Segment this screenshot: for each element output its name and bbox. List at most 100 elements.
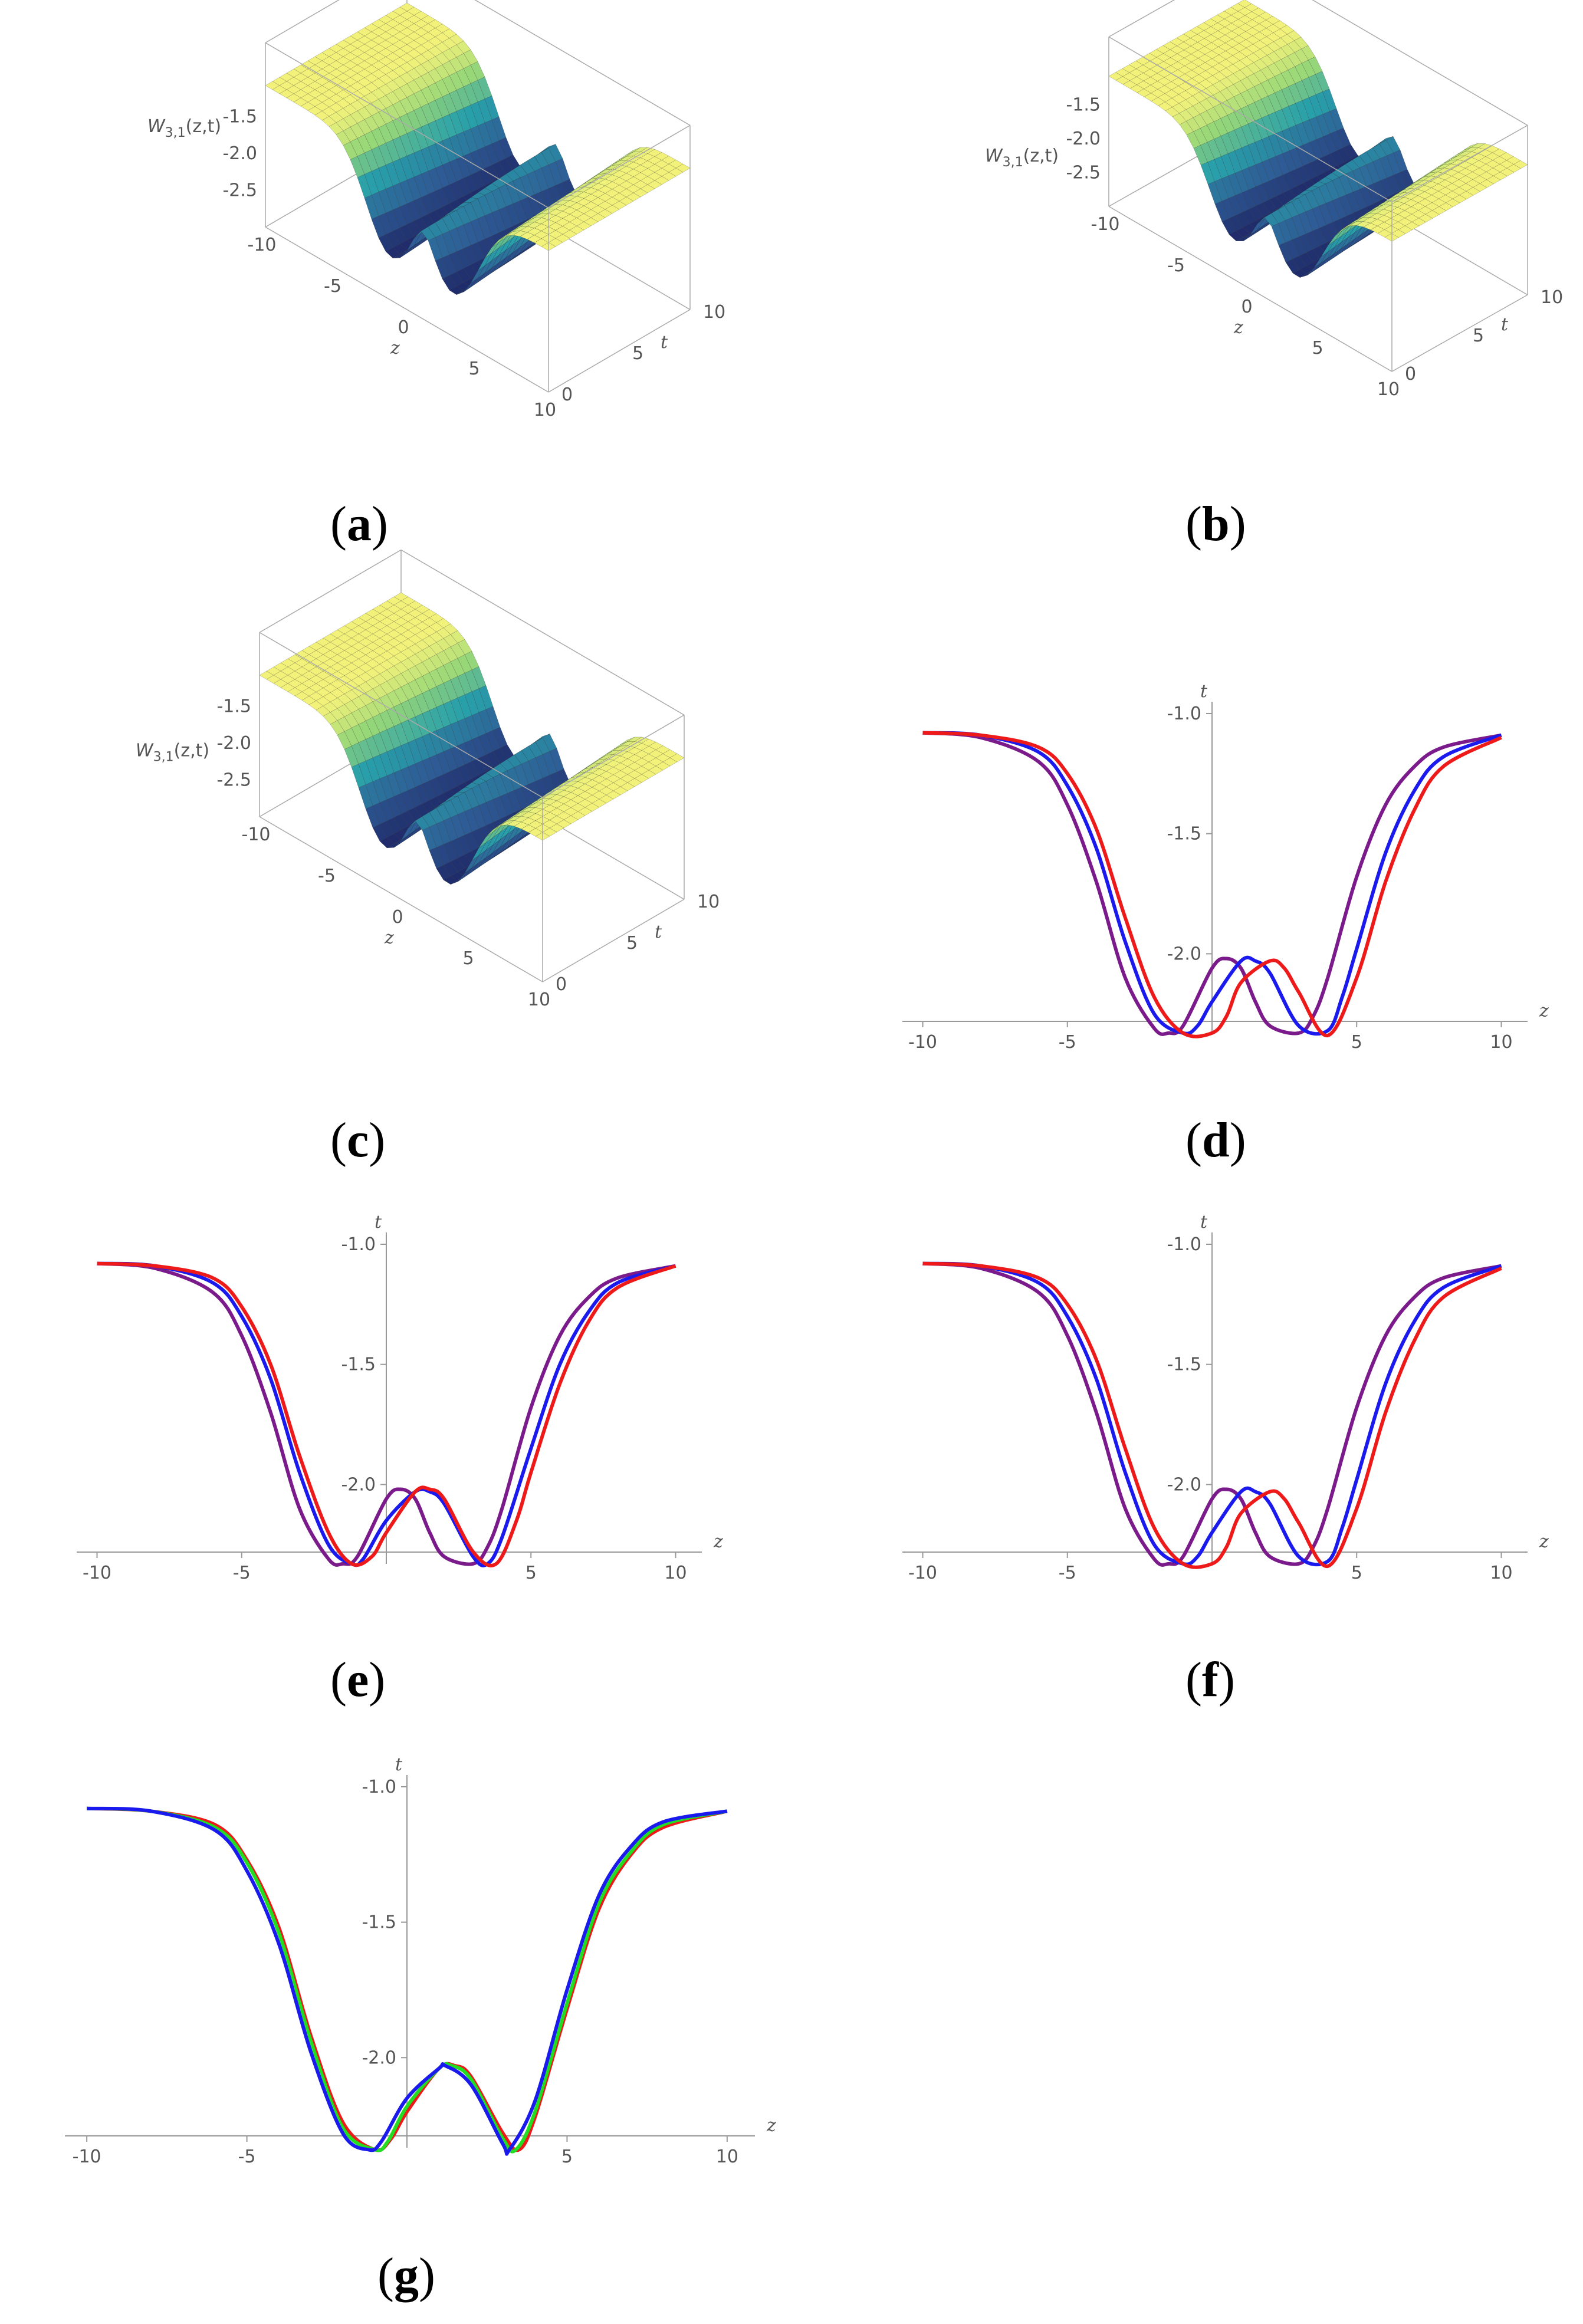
line-svg-e: -10 -5 5 10 -1.0 -1.5 -2.0 z t — [77, 1212, 723, 1583]
x-axis-label: z — [390, 338, 400, 359]
box-edge — [259, 816, 543, 982]
t-tick-label: 0 — [561, 384, 573, 405]
y-tick-label: -1.5 — [362, 1912, 396, 1933]
x-tick-label: 5 — [526, 1563, 537, 1583]
x-tick-label: -10 — [83, 1563, 111, 1583]
x-axis-label: z — [713, 1531, 723, 1552]
z-axis-label-args: (z,t) — [186, 116, 221, 137]
t-axis-label: t — [661, 332, 668, 353]
z-axis-label-args: (z,t) — [174, 741, 209, 761]
box-edge — [542, 899, 685, 982]
caption-b: (b) — [1185, 497, 1246, 551]
x-tick-label: -10 — [908, 1032, 937, 1053]
x-tick-label: 10 — [1377, 379, 1400, 400]
x-axis-label: z — [766, 2115, 776, 2136]
t-tick-label: 10 — [703, 302, 725, 323]
series-line-blue — [922, 1261, 1502, 1567]
x-tick-label: 5 — [1351, 1563, 1362, 1583]
z-axis-label: W3,1(z,t) — [147, 116, 221, 140]
x-tick-label: 5 — [462, 948, 474, 969]
x-tick-label: -5 — [1059, 1563, 1076, 1583]
line-plot-f: -10 -5 5 10 -1.0 -1.5 -2.0 z t — [873, 1209, 1557, 1622]
series-line-blue — [922, 731, 1502, 1036]
x-tick-label: 0 — [398, 317, 409, 338]
z-axis-label-main: W — [147, 116, 166, 137]
z-tick-label: -2.5 — [216, 770, 251, 791]
series-line-red — [922, 731, 1502, 1038]
x-axis-label: z — [1233, 317, 1243, 338]
t-axis-label: t — [1501, 314, 1509, 335]
surface-plot-a: -1.5 -2.0 -2.5 -10 -5 0 5 10 0 5 10 z t W3,1(z,t) — [41, 0, 725, 484]
x-tick-label: -5 — [1059, 1032, 1076, 1053]
y-tick-label: -2.0 — [341, 1474, 376, 1495]
x-tick-label: 0 — [1241, 297, 1252, 317]
caption-f: (f) — [1185, 1652, 1235, 1707]
z-tick-label: -1.5 — [222, 107, 257, 127]
x-tick-label: -5 — [324, 276, 341, 297]
y-tick-label: -1.5 — [341, 1355, 376, 1375]
box-edge — [265, 226, 549, 393]
z-tick-label: -2.5 — [1066, 163, 1101, 183]
x-tick-label: -10 — [73, 2147, 101, 2167]
y-tick-label: -1.0 — [341, 1234, 376, 1255]
x-tick-label: 5 — [1351, 1032, 1362, 1053]
box-edge — [474, 0, 691, 126]
x-tick-label: 10 — [1490, 1032, 1512, 1053]
caption-a: (a) — [330, 497, 388, 551]
x-tick-label: -5 — [238, 2147, 256, 2167]
y-axis-label: t — [375, 1212, 382, 1232]
caption-d: (d) — [1185, 1113, 1246, 1168]
line-plot-d: -10 -5 5 10 -1.0 -1.5 -2.0 z t — [873, 678, 1557, 1091]
box-edge — [1391, 294, 1528, 372]
x-tick-label: 10 — [664, 1563, 687, 1583]
line-svg-g: -10 -5 5 10 -1.0 -1.5 -2.0 z t — [65, 1754, 776, 2167]
box-edge — [259, 632, 543, 798]
box-edge — [548, 124, 691, 209]
series-line-red — [97, 1261, 676, 1567]
t-tick-label: 10 — [1541, 287, 1563, 308]
line-svg-f: -10 -5 5 10 -1.0 -1.5 -2.0 z t — [902, 1212, 1549, 1583]
t-tick-label: 10 — [697, 892, 720, 912]
series-line-purple — [97, 1261, 676, 1567]
surface-plot-b: -1.5 -2.0 -2.5 -10 -5 0 5 10 0 5 10 z t W3,1(z,t) — [873, 0, 1563, 484]
box-edge — [259, 549, 402, 633]
z-axis-label-args: (z,t) — [1023, 146, 1059, 166]
y-tick-label: -1.0 — [362, 1777, 396, 1797]
y-tick-label: -1.5 — [1167, 824, 1201, 844]
x-tick-label: -10 — [908, 1563, 937, 1583]
t-axis-label: t — [655, 922, 662, 942]
caption-e: (e) — [330, 1652, 386, 1707]
x-tick-label: 5 — [1312, 338, 1323, 359]
box-edge — [1108, 36, 1392, 203]
z-axis-label: W3,1(z,t) — [136, 741, 209, 765]
z-tick-label: -2.5 — [222, 180, 257, 201]
box-edge — [1108, 206, 1392, 372]
box-edge — [1312, 0, 1528, 126]
t-tick-label: 5 — [626, 933, 638, 954]
z-axis-label: W3,1(z,t) — [985, 146, 1059, 170]
x-axis-label: z — [1539, 1001, 1549, 1021]
surface-svg-c: -1.5 -2.0 -2.5 -10 -5 0 5 10 0 5 10 z t W3,1(z,t) — [136, 549, 720, 1010]
box-edge — [542, 714, 685, 798]
x-axis-label: z — [384, 928, 394, 948]
x-tick-label: -10 — [1091, 214, 1120, 235]
series-line-blue — [87, 1806, 728, 2156]
x-tick-label: -10 — [242, 824, 271, 845]
t-tick-label: 0 — [556, 974, 567, 995]
y-tick-label: -2.0 — [1167, 1474, 1201, 1495]
x-tick-label: 5 — [561, 2147, 573, 2167]
x-axis-label: z — [1539, 1531, 1549, 1552]
box-edge — [265, 42, 549, 209]
t-tick-label: 5 — [1473, 326, 1484, 346]
z-tick-label: -1.5 — [1066, 95, 1101, 116]
x-tick-label: 5 — [468, 359, 480, 379]
x-tick-label: -5 — [233, 1563, 251, 1583]
y-axis-label: t — [395, 1754, 403, 1775]
x-tick-label: 10 — [716, 2147, 738, 2167]
box-edge — [548, 309, 691, 393]
line-plot-e: -10 -5 5 10 -1.0 -1.5 -2.0 z t — [47, 1209, 731, 1622]
box-edge — [1108, 0, 1175, 38]
y-axis-label: t — [1200, 681, 1208, 702]
z-axis-label-main: W — [136, 741, 154, 761]
z-tick-label: -1.5 — [216, 696, 251, 717]
